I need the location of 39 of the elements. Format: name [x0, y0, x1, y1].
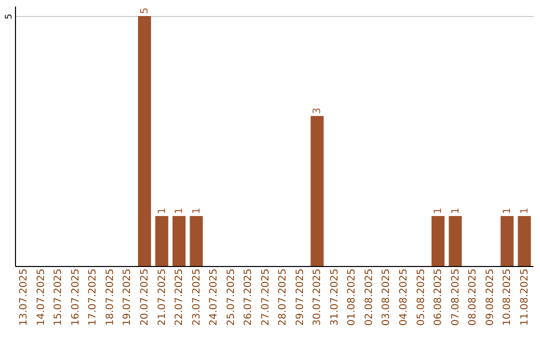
x-tick-label: 22.07.2025: [174, 268, 186, 326]
data-label: 1: [433, 208, 444, 214]
data-label: 1: [156, 208, 168, 214]
x-tick-label: 18.07.2025: [104, 268, 116, 326]
x-tick-label: 23.07.2025: [191, 268, 202, 326]
x-tick-label: 17.07.2025: [88, 268, 99, 326]
x-tick-label: 27.07.2025: [260, 268, 272, 326]
x-tick-label: 06.08.2025: [433, 268, 444, 326]
x-tick-label: 26.07.2025: [243, 268, 254, 326]
x-tick-label: 10.08.2025: [502, 268, 514, 326]
data-label: 5: [140, 8, 150, 14]
data-label: 1: [450, 208, 462, 214]
data-label: 1: [519, 208, 530, 214]
data-label: 3: [312, 108, 324, 114]
x-tick-label: 05.08.2025: [416, 268, 427, 326]
x-tick-label: 02.08.2025: [364, 268, 375, 326]
x-tick-label: 25.07.2025: [226, 268, 237, 326]
x-tick-label: 31.07.2025: [329, 268, 340, 326]
x-tick-label: 11.08.2025: [519, 268, 530, 326]
x-tick-label: 16.07.2025: [70, 268, 82, 326]
x-tick-label: 30.07.2025: [312, 268, 324, 326]
x-tick-label: 21.07.2025: [156, 268, 168, 326]
x-tick-label: 24.07.2025: [208, 268, 220, 326]
x-tick-label: 20.07.2025: [140, 268, 150, 326]
x-tick-label: 03.08.2025: [381, 268, 392, 326]
x-tick-label: 19.07.2025: [122, 268, 134, 326]
x-tick-label: 15.07.2025: [53, 268, 64, 326]
x-tick-label: 04.08.2025: [398, 268, 410, 326]
x-tick-label: 28.07.2025: [278, 268, 289, 326]
x-tick-label: 07.08.2025: [450, 268, 462, 326]
x-tick-label: 29.07.2025: [294, 268, 306, 326]
x-tick-label: 01.08.2025: [346, 268, 358, 326]
data-label: 1: [502, 208, 514, 214]
data-label: 1: [191, 208, 202, 214]
x-tick-label: 08.08.2025: [468, 268, 479, 326]
data-label: 1: [174, 208, 186, 214]
x-tick-label: 13.07.2025: [18, 268, 30, 326]
x-tick-label: 09.08.2025: [484, 268, 496, 326]
x-tick-label: 14.07.2025: [36, 268, 47, 326]
